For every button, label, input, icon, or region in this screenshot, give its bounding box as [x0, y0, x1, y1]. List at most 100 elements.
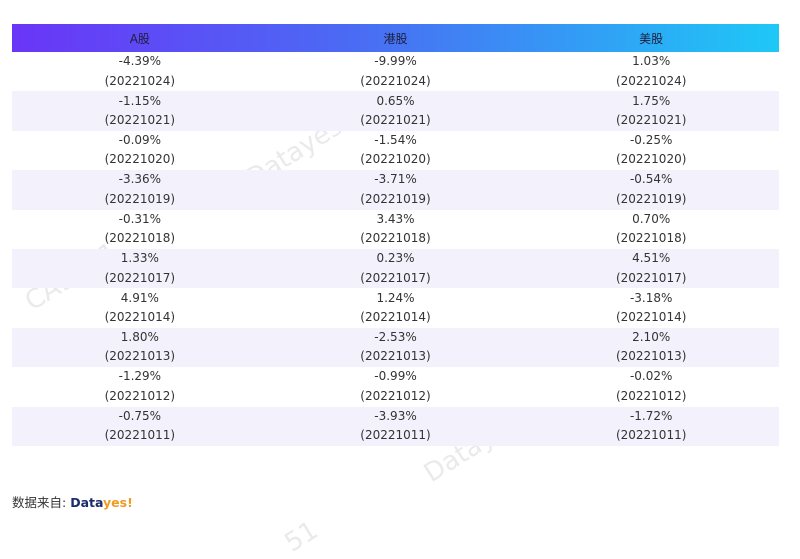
- table-cell: 3.43% (20221018): [268, 210, 524, 249]
- cell-date: (20221018): [360, 231, 431, 246]
- column-header-hk-stocks: 港股: [383, 31, 408, 46]
- cell-date: (20221019): [104, 191, 176, 206]
- cell-return-value: -4.39%: [118, 54, 162, 69]
- cell-return-value: -3.18%: [629, 290, 673, 305]
- table-row: -1.29% (20221012) -0.99% (20221012) -0.02% (2…: [12, 367, 779, 406]
- table-cell: -3.71% (20221019): [268, 170, 524, 209]
- cell-date: (20221017): [615, 270, 687, 285]
- table-row: -0.09% (20221020) -1.54% (20221020) -0.25% (2…: [12, 131, 779, 170]
- table-cell: 0.23% (20221017): [268, 249, 524, 288]
- cell-date: (20221018): [104, 231, 176, 246]
- cell-date: (20221011): [360, 428, 431, 443]
- table-cell: -3.36% (20221019): [12, 170, 268, 209]
- cell-date: (20221011): [104, 428, 176, 443]
- cell-return-value: -9.99%: [374, 54, 417, 69]
- cell-return-value: 1.75%: [632, 93, 671, 108]
- cell-return-value: -2.53%: [374, 329, 417, 344]
- cell-date: (20221014): [615, 310, 687, 325]
- table-cell: 2.10% (20221013): [523, 328, 779, 367]
- table-cell: -9.99% (20221024): [268, 52, 524, 91]
- column-header-us-stocks: 美股: [639, 31, 664, 46]
- table-cell: -2.53% (20221013): [268, 328, 524, 367]
- cell-return-value: 4.51%: [632, 251, 671, 266]
- cell-return-value: 1.24%: [376, 290, 415, 305]
- cell-date: (20221017): [360, 270, 431, 285]
- cell-return-value: -0.99%: [374, 369, 417, 384]
- table-cell: -0.02% (20221012): [523, 367, 779, 406]
- table-row: -0.31% (20221018) 3.43% (20221018) 0.70% (202…: [12, 210, 779, 249]
- returns-table: A股 港股 美股 -4.39% (20221024) -9.99% (20221024…: [12, 24, 779, 446]
- table-cell: -0.99% (20221012): [268, 367, 524, 406]
- table-cell: 0.70% (20221018): [523, 210, 779, 249]
- table-cell: -1.72% (20221011): [523, 407, 779, 446]
- cell-return-value: 4.91%: [120, 290, 159, 305]
- cell-date: (20221021): [615, 113, 687, 128]
- table-row: -1.15% (20221021) 0.65% (20221021) 1.75% (202…: [12, 91, 779, 131]
- cell-return-value: -0.25%: [629, 132, 673, 147]
- watermark-code-bottom: 51: [279, 515, 324, 559]
- cell-date: (20221013): [104, 349, 176, 364]
- table-row: -3.36% (20221019) -3.71% (20221019) -0.54% (2…: [12, 170, 779, 210]
- cell-return-value: -1.29%: [118, 369, 162, 384]
- cell-return-value: -0.02%: [629, 369, 673, 384]
- table-row: 1.33% (20221017) 0.23% (20221017) 4.51% (2022…: [12, 248, 779, 289]
- table-row: -4.39% (20221024) -9.99% (20221024) 1.03% (20…: [12, 52, 779, 91]
- cell-date: (20221021): [360, 113, 431, 128]
- cell-date: (20221012): [104, 388, 176, 403]
- table-cell: 4.91% (20221014): [12, 288, 268, 327]
- brand-logo-part2: yes!: [103, 495, 133, 510]
- table-cell: 1.80% (20221013): [12, 328, 268, 367]
- table-cell: -0.09% (20221020): [12, 131, 268, 170]
- cell-date: (20221020): [360, 152, 431, 167]
- column-header-a-shares: A股: [129, 31, 150, 46]
- table-cell: 1.33% (20221017): [12, 249, 268, 288]
- table-body: -4.39% (20221024) -9.99% (20221024) 1.03% (20…: [12, 52, 779, 446]
- table-cell: -0.54% (20221019): [523, 170, 779, 209]
- table-cell: -1.29% (20221012): [12, 367, 268, 406]
- cell-date: (20221024): [615, 73, 687, 88]
- table-cell: -1.15% (20221021): [12, 91, 268, 130]
- table-cell: 1.24% (20221014): [268, 288, 524, 327]
- cell-date: (20221021): [104, 113, 176, 128]
- cell-date: (20221013): [360, 349, 431, 364]
- table-row: 4.91% (20221014) 1.24% (20221014) -3.18% (202…: [12, 288, 779, 327]
- table-row: 1.80% (20221013) -2.53% (20221013) 2.10% (202…: [12, 327, 779, 368]
- cell-date: (20221019): [615, 191, 687, 206]
- cell-return-value: 1.80%: [120, 329, 159, 344]
- table-cell: -3.18% (20221014): [523, 288, 779, 327]
- cell-return-value: -3.36%: [118, 172, 162, 187]
- table-cell: 1.75% (20221021): [523, 91, 779, 130]
- cell-date: (20221019): [360, 191, 431, 206]
- table-header: A股 港股 美股: [12, 24, 779, 52]
- cell-date: (20221020): [615, 152, 687, 167]
- cell-return-value: -1.15%: [118, 93, 162, 108]
- table-cell: 0.65% (20221021): [268, 91, 524, 130]
- cell-date: (20221013): [615, 349, 687, 364]
- cell-date: (20221020): [104, 152, 176, 167]
- cell-return-value: -1.72%: [629, 408, 673, 423]
- cell-return-value: -0.75%: [118, 408, 162, 423]
- brand-logo: Datayes!: [70, 495, 133, 510]
- cell-return-value: 0.23%: [376, 251, 415, 266]
- table-cell: -4.39% (20221024): [12, 52, 268, 91]
- data-source: 数据来自: Datayes!: [12, 492, 133, 511]
- cell-date: (20221014): [104, 310, 176, 325]
- table-cell: -1.54% (20221020): [268, 131, 524, 170]
- brand-logo-part1: Data: [70, 495, 104, 510]
- cell-date: (20221012): [615, 388, 687, 403]
- cell-return-value: -1.54%: [374, 132, 417, 147]
- table-cell: -3.93% (20221011): [268, 407, 524, 446]
- cell-return-value: -3.71%: [374, 172, 417, 187]
- cell-date: (20221024): [104, 73, 176, 88]
- table-cell: -0.75% (20221011): [12, 407, 268, 446]
- table-cell: 1.03% (20221024): [523, 52, 779, 91]
- cell-return-value: 0.70%: [632, 211, 671, 226]
- data-source-label: 数据来自:: [12, 495, 71, 510]
- cell-return-value: -0.54%: [629, 172, 673, 187]
- cell-date: (20221011): [615, 428, 687, 443]
- table-cell: -0.31% (20221018): [12, 210, 268, 249]
- cell-return-value: 3.43%: [376, 211, 415, 226]
- table-row: -0.75% (20221011) -3.93% (20221011) -1.72% (2…: [12, 406, 779, 446]
- cell-return-value: 2.10%: [632, 329, 671, 344]
- cell-date: (20221014): [360, 310, 431, 325]
